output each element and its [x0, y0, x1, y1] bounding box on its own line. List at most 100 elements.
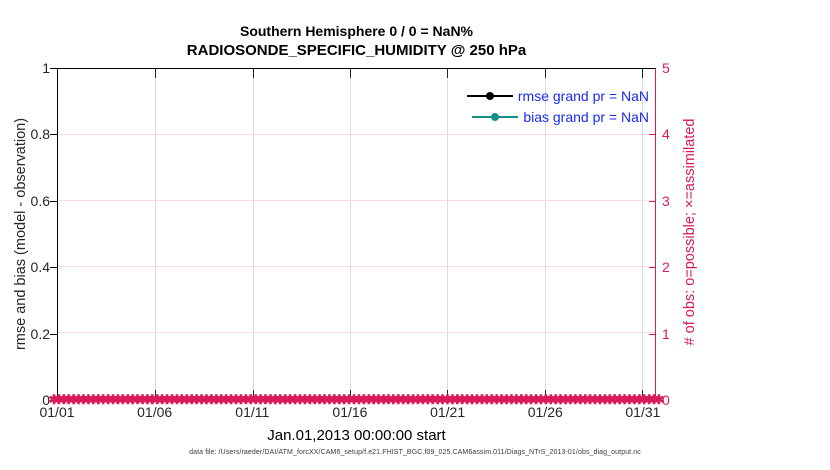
obs-marker: ✱ — [604, 392, 616, 407]
obs-marker: ✱ — [117, 392, 129, 407]
obs-marker: ✱ — [269, 392, 281, 407]
x-top-tick — [155, 69, 157, 78]
right-tick-label: 5 — [662, 60, 670, 76]
left-tick-label: 0.8 — [30, 126, 50, 142]
right-tick-label: 2 — [662, 259, 670, 275]
obs-marker: ✱ — [112, 392, 124, 407]
left-tick — [50, 267, 57, 268]
x-gridline — [252, 69, 254, 399]
y-gridline — [58, 134, 655, 135]
x-bottom-tick — [447, 390, 449, 399]
obs-marker: ✱ — [397, 392, 409, 407]
left-tick — [50, 334, 57, 335]
x-tick-label: 01/11 — [235, 404, 270, 420]
obs-marker: ✱ — [107, 392, 119, 407]
obs-marker: ✱ — [97, 392, 109, 407]
obs-marker: ✱ — [481, 392, 493, 407]
obs-marker: ✱ — [181, 392, 193, 407]
x-bottom-tick — [349, 390, 351, 399]
obs-marker: ✱ — [186, 392, 198, 407]
obs-marker: ✱ — [279, 392, 291, 407]
right-tick-label: 1 — [662, 326, 670, 342]
right-axis-label: # of obs: o=possible; ×=assimilated — [682, 118, 698, 346]
x-axis-label: Jan.01,2013 00:00:00 start — [267, 427, 446, 444]
obs-marker: ✱ — [299, 392, 311, 407]
obs-marker: ✱ — [387, 392, 399, 407]
obs-marker: ✱ — [496, 392, 508, 407]
right-tick-label: 3 — [662, 193, 670, 209]
x-top-tick — [544, 69, 546, 78]
obs-marker: ✱ — [584, 392, 596, 407]
x-top-tick — [252, 69, 254, 78]
obs-marker: ✱ — [319, 392, 330, 407]
y-gridline — [58, 332, 655, 333]
obs-marker: ✱ — [466, 392, 478, 407]
y-gridline — [58, 266, 655, 267]
obs-marker: ✱ — [609, 392, 621, 407]
obs-marker: ✱ — [412, 392, 424, 407]
right-tick — [649, 334, 656, 335]
left-tick-label: 1 — [42, 60, 50, 76]
obs-marker: ✱ — [417, 392, 429, 407]
obs-marker: ✱ — [102, 392, 114, 407]
obs-marker: ✱ — [510, 392, 522, 407]
x-top-tick — [641, 69, 643, 78]
obs-marker: ✱ — [471, 392, 483, 407]
left-tick — [50, 201, 57, 202]
obs-marker: ✱ — [201, 392, 212, 407]
legend-label-rmse: rmse grand pr = NaN — [517, 87, 649, 104]
x-bottom-tick — [155, 390, 157, 399]
x-gridline — [349, 69, 351, 399]
chart-title-line2: RADIOSONDE_SPECIFIC_HUMIDITY @ 250 hPa — [186, 42, 527, 59]
obs-marker: ✱ — [515, 392, 527, 407]
right-tick — [649, 267, 656, 268]
bias-line-sample — [472, 110, 519, 124]
obs-marker: ✱ — [579, 392, 591, 407]
legend-label-bias: bias grand pr = NaN — [523, 108, 649, 125]
left-tick — [50, 134, 57, 135]
left-tick-label: 0.6 — [30, 193, 50, 209]
x-tick-label: 01/16 — [332, 404, 368, 420]
obs-marker: ✱ — [594, 392, 606, 407]
obs-marker: ✱ — [599, 392, 611, 407]
rmse-line-sample — [466, 89, 513, 103]
obs-marker: ✱ — [407, 392, 419, 407]
obs-marker: ✱ — [314, 392, 326, 407]
x-bottom-tick — [544, 390, 546, 399]
left-tick — [50, 68, 57, 69]
x-gridline — [641, 69, 643, 399]
left-axis-label: rmse and bias (model - observation) — [13, 117, 29, 351]
right-tick-label: 0 — [662, 392, 670, 408]
obs-marker: ✱ — [373, 392, 385, 407]
obs-marker: ✱ — [176, 392, 188, 407]
x-tick-label: 01/21 — [430, 404, 466, 420]
legend-item-rmse: rmse grand pr = NaN — [466, 85, 649, 106]
left-tick — [50, 400, 57, 401]
x-gridline — [155, 69, 157, 399]
x-top-tick — [447, 69, 449, 78]
right-tick-label: 4 — [662, 126, 670, 142]
plot-area: rmse grand pr = NaN bias grand pr = NaN … — [49, 68, 664, 407]
obs-marker: ✱ — [92, 392, 104, 407]
obs-marker: ✱ — [215, 392, 227, 407]
right-tick — [649, 134, 656, 135]
obs-marker: ✱ — [368, 392, 380, 407]
obs-marker: ✱ — [491, 392, 503, 407]
data-file-path: data file: /Users/raeder/DAI/ATM_forcXX/… — [189, 449, 641, 456]
bias-dot-marker — [491, 112, 500, 121]
obs-marker: ✱ — [614, 392, 626, 407]
obs-marker: ✱ — [565, 392, 576, 407]
right-tick — [649, 201, 656, 202]
x-gridline — [447, 69, 449, 399]
x-tick-label: 01/06 — [137, 404, 173, 420]
x-bottom-tick — [641, 390, 643, 399]
obs-marker: ✱ — [392, 392, 404, 407]
obs-marker: ✱ — [210, 392, 222, 407]
obs-marker: ✱ — [196, 392, 207, 407]
y-gridline — [58, 200, 655, 201]
x-bottom-tick — [252, 390, 254, 399]
x-tick-label: 01/26 — [527, 404, 563, 420]
obs-marker: ✱ — [476, 392, 488, 407]
obs-marker: ✱ — [309, 392, 321, 407]
